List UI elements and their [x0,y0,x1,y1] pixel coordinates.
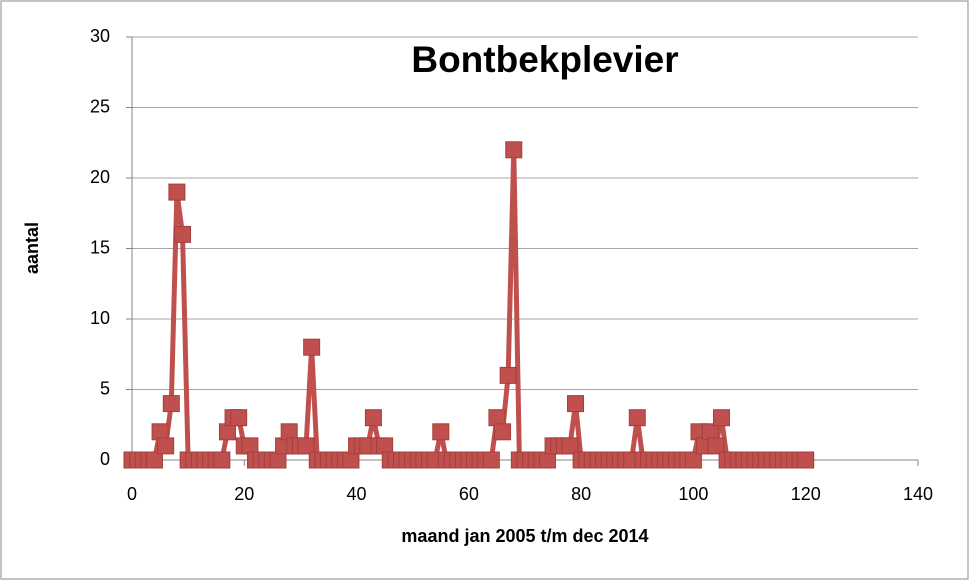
marker [797,451,815,469]
y-tick-label: 30 [90,26,110,46]
marker [432,423,450,441]
marker [145,451,163,469]
x-tick-label: 20 [234,484,254,504]
marker [174,225,192,243]
x-tick-label: 60 [459,484,479,504]
marker [567,395,585,413]
marker [713,409,730,427]
x-tick-label: 100 [678,484,708,504]
marker [230,409,248,427]
y-axis-title: aantal [22,222,42,274]
x-tick-label: 40 [347,484,367,504]
marker [494,423,512,441]
marker [168,183,186,201]
x-tick-label: 0 [127,484,137,504]
marker [364,409,382,427]
y-tick-label: 20 [90,167,110,187]
marker [157,437,175,455]
marker [303,338,321,356]
marker [561,437,579,455]
marker [499,366,517,384]
x-tick-label: 140 [903,484,933,504]
marker [297,437,315,455]
marker [684,451,702,469]
marker [482,451,500,469]
marker [213,451,231,469]
y-tick-label: 10 [90,308,110,328]
y-tick-label: 0 [100,449,110,469]
x-tick-label: 80 [571,484,591,504]
marker [162,395,180,413]
x-axis-title: maand jan 2005 t/m dec 2014 [401,526,648,546]
chart-title: Bontbekplevier [411,39,678,80]
x-tick-label: 120 [791,484,821,504]
marker [628,409,646,427]
marker [505,141,523,159]
marker [707,437,725,455]
y-tick-label: 15 [90,237,110,257]
y-tick-label: 25 [90,96,110,116]
y-tick-label: 5 [100,378,110,398]
